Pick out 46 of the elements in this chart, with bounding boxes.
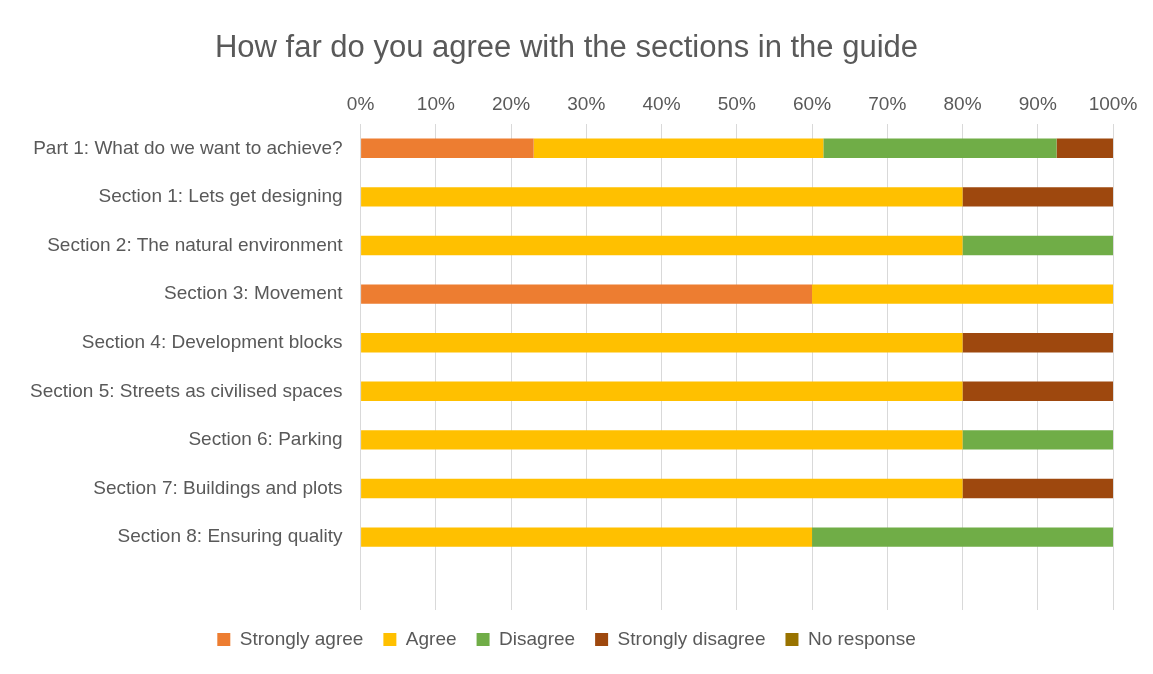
y-tick-label: Section 8: Ensuring quality	[117, 525, 344, 547]
y-tick-label: Section 4: Development blocks	[81, 330, 343, 352]
y-tick-label: Section 3: Movement	[164, 282, 344, 304]
bar	[361, 527, 813, 547]
bar	[1056, 138, 1113, 159]
legend-label: No response	[807, 627, 916, 649]
x-tick-label: 20%	[492, 92, 531, 114]
bar	[823, 138, 1057, 159]
y-tick-label: Part 1: What do we want to achieve?	[33, 136, 343, 158]
bar	[812, 284, 1113, 304]
chart-title: How far do you agree with the sections in the guide	[214, 29, 919, 65]
y-tick-label: Section 1: Lets get designing	[98, 185, 343, 207]
bar	[361, 187, 963, 207]
bar	[962, 430, 1113, 450]
x-tick-label: 30%	[567, 92, 606, 114]
x-tick-label: 10%	[416, 92, 455, 114]
bar	[962, 187, 1113, 207]
bar	[962, 332, 1113, 353]
y-tick-label: Section 2: The natural environment	[47, 233, 344, 255]
x-tick-label: 80%	[943, 92, 982, 114]
legend-label: Strongly disagree	[617, 627, 766, 649]
y-tick-label: Section 6: Parking	[188, 428, 343, 450]
x-tick-label: 40%	[642, 92, 681, 114]
bar	[361, 235, 963, 256]
bar	[361, 138, 534, 159]
x-tick-label: 100%	[1088, 92, 1138, 114]
legend-label: Strongly agree	[239, 627, 364, 649]
x-tick-label: 90%	[1018, 92, 1057, 114]
bar	[361, 478, 963, 499]
bar	[812, 527, 1113, 547]
bar	[361, 430, 963, 450]
y-tick-label: Section 7: Buildings and plots	[93, 476, 343, 498]
x-tick-label: 60%	[793, 92, 832, 114]
bar	[361, 381, 963, 402]
legend-label: Disagree	[499, 627, 576, 649]
bar	[962, 381, 1113, 402]
x-tick-label: 0%	[346, 92, 375, 114]
y-tick-label: Section 5: Streets as civilised spaces	[30, 379, 343, 401]
bar	[361, 284, 813, 304]
x-tick-label: 50%	[717, 92, 756, 114]
bar	[962, 478, 1113, 499]
legend-label: Agree	[405, 627, 457, 649]
x-tick-label: 70%	[868, 92, 907, 114]
bar	[962, 235, 1113, 256]
bar	[361, 332, 963, 353]
bar	[533, 138, 824, 159]
